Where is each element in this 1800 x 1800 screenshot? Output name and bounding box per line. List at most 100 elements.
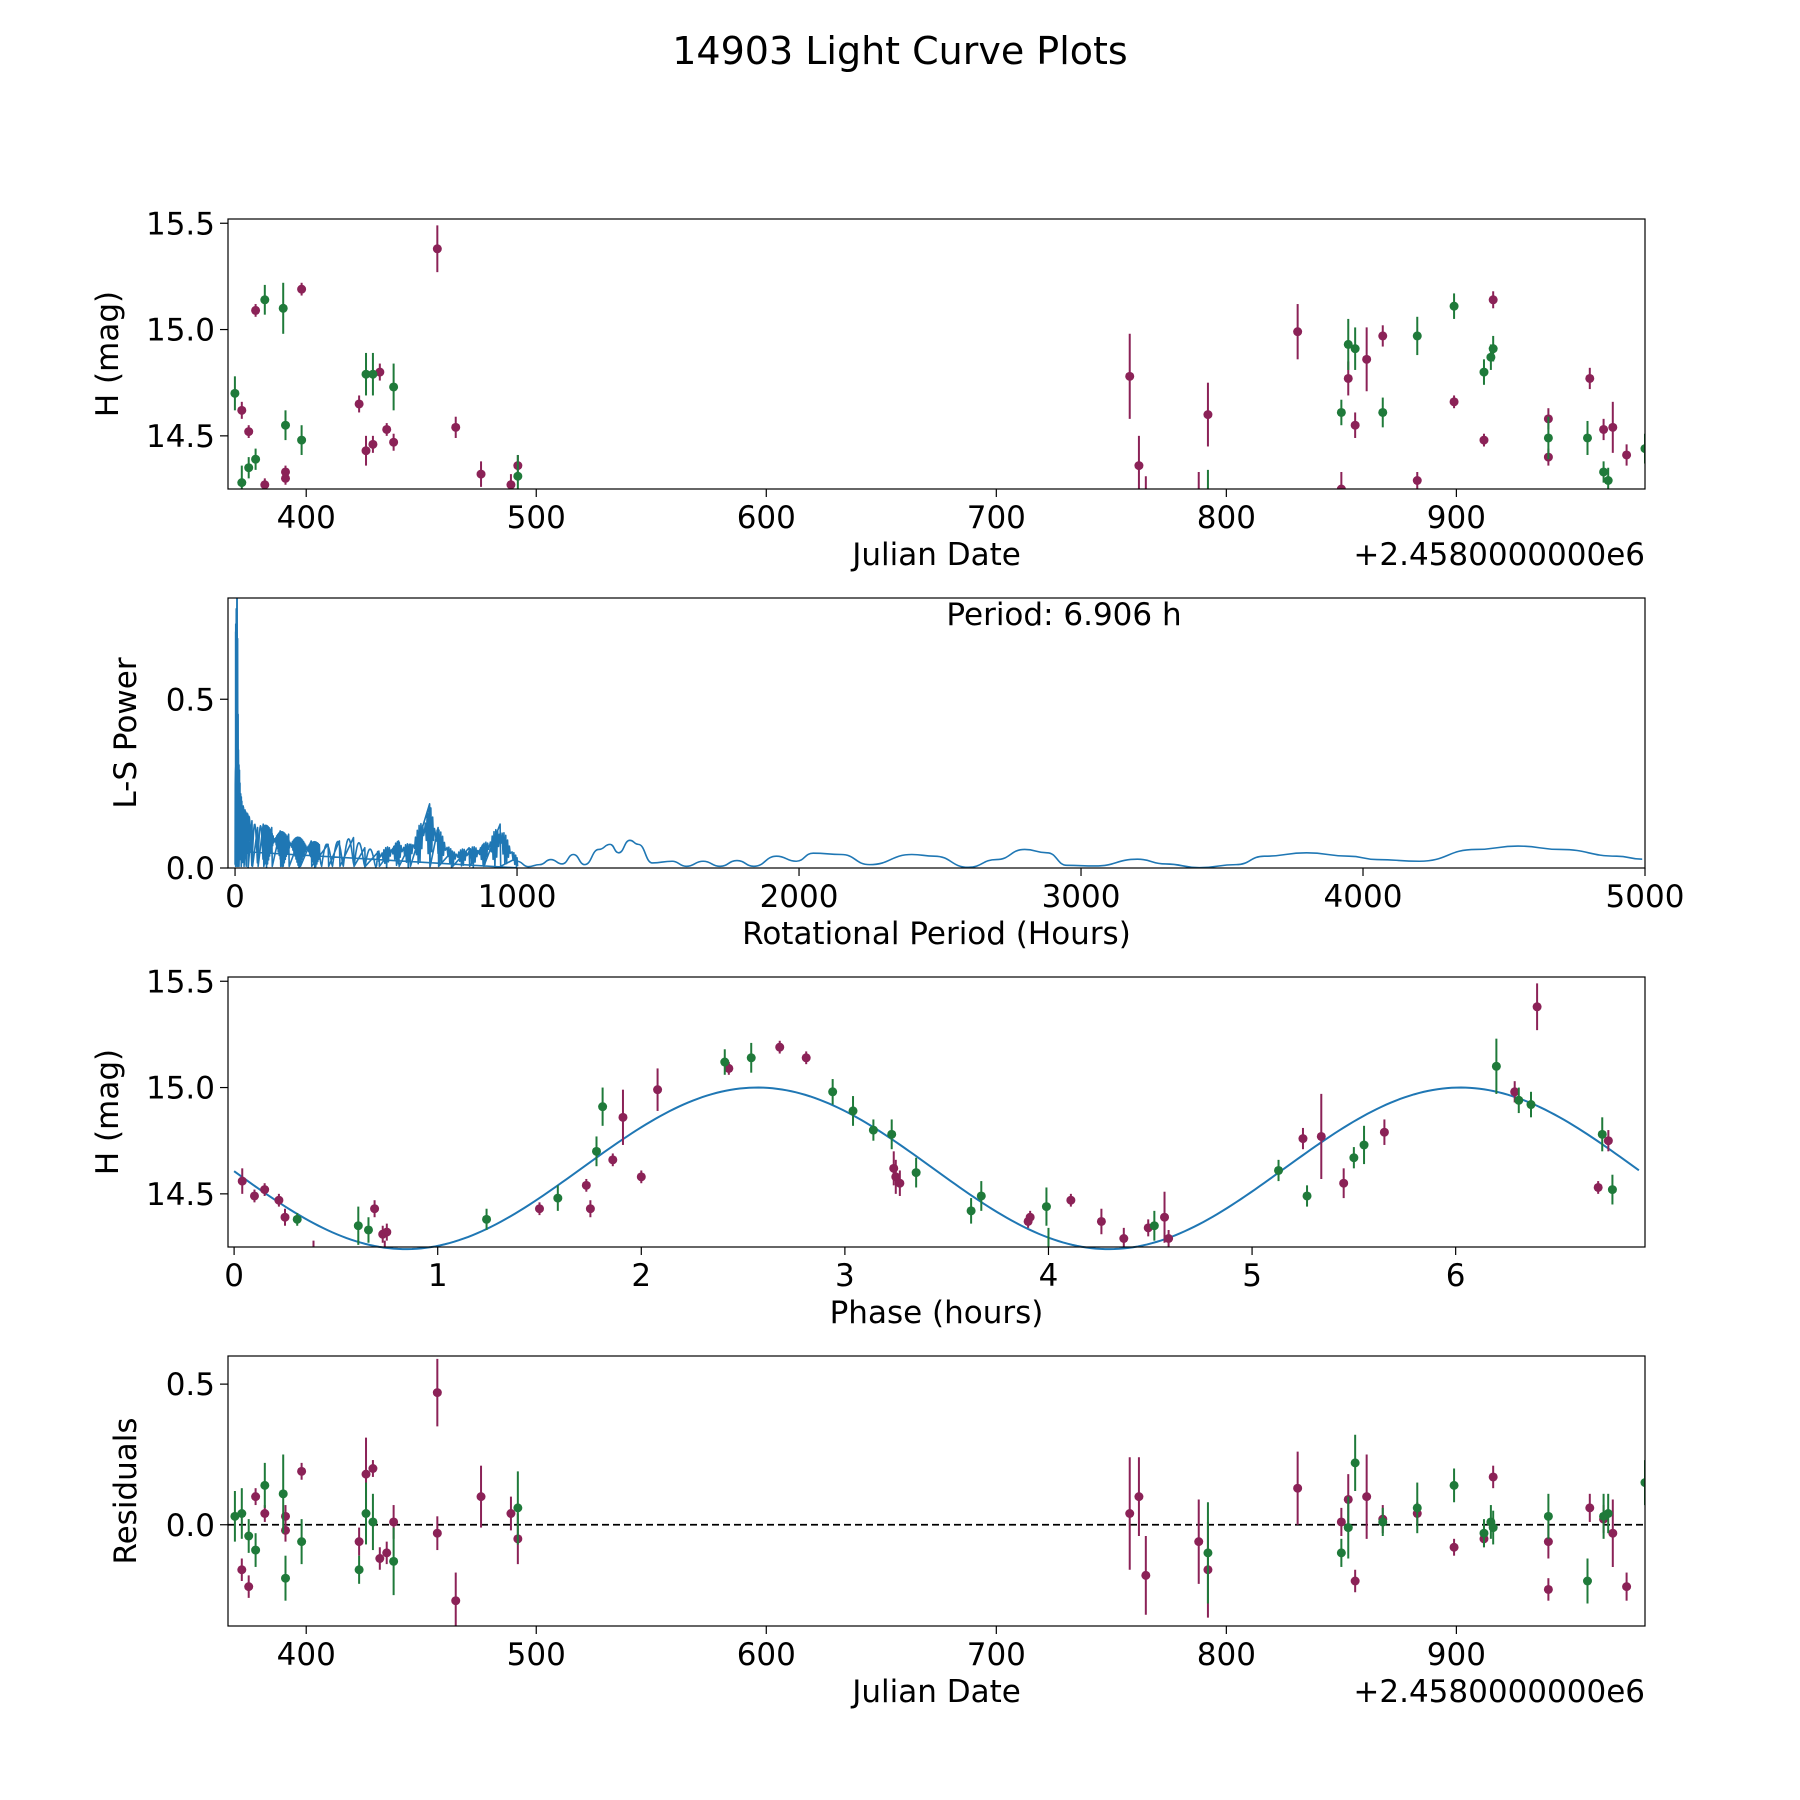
plot-frame — [227, 597, 1646, 869]
data-point — [389, 382, 399, 392]
data-point — [389, 437, 399, 447]
y-axis-label: L-S Power — [108, 657, 144, 808]
plot-frame — [227, 1355, 1646, 1627]
periodogram-panel: 0 1000 2000 3000 4000 5000 0.0 0.5 Rotational Pe… — [108, 597, 1684, 952]
data-point — [354, 399, 364, 409]
data-point — [363, 1225, 373, 1235]
data-point — [720, 1057, 730, 1067]
x-tick-label: 2000 — [760, 879, 839, 915]
data-point — [1336, 1517, 1346, 1527]
y-tick-label: 0.5 — [166, 1367, 215, 1403]
data-point — [1362, 354, 1372, 364]
x-tick-label: 500 — [507, 1637, 566, 1673]
data-point — [361, 369, 371, 379]
data-point — [251, 305, 261, 315]
data-point — [260, 295, 270, 305]
data-point — [292, 1214, 302, 1224]
x-axis-label: Phase (hours) — [830, 1295, 1044, 1331]
data-point — [1543, 1584, 1553, 1594]
data-point — [1141, 1570, 1151, 1580]
data-point — [1582, 433, 1592, 443]
data-point — [230, 1511, 240, 1521]
data-point — [451, 1596, 461, 1606]
data-point — [389, 1556, 399, 1566]
x-offset-label: +2.4580000000e6 — [1353, 537, 1645, 573]
data-point — [1603, 1509, 1613, 1518]
data-point — [368, 1464, 378, 1473]
y-tick-label: 0.0 — [166, 851, 215, 887]
data-point — [1622, 1582, 1632, 1592]
data-point — [354, 1537, 364, 1547]
x-tick-label: 600 — [737, 1637, 796, 1673]
data-layer — [234, 598, 1643, 868]
data-point — [911, 1168, 921, 1178]
x-tick-label: 6 — [1446, 1258, 1466, 1294]
data-point — [249, 1191, 259, 1201]
data-point — [1160, 1212, 1170, 1222]
figure-title: 14903 Light Curve Plots — [672, 29, 1127, 73]
data-point — [513, 1503, 523, 1513]
data-point — [1491, 1061, 1501, 1071]
data-point — [1640, 444, 1645, 454]
data-point — [1349, 1153, 1359, 1163]
data-point — [370, 1204, 380, 1214]
data-point — [278, 303, 288, 313]
data-point — [1041, 1202, 1051, 1212]
data-point — [724, 1063, 734, 1073]
data-point — [1125, 371, 1135, 381]
data-point — [361, 1469, 371, 1479]
data-point — [598, 1102, 608, 1112]
data-point — [828, 1087, 838, 1097]
data-point — [1350, 1576, 1360, 1586]
data-point — [297, 284, 307, 294]
data-point — [1293, 1483, 1303, 1493]
data-point — [476, 1492, 486, 1502]
data-point — [1125, 1509, 1135, 1518]
x-axis-label: Rotational Period (Hours) — [742, 916, 1131, 952]
data-point — [237, 405, 247, 415]
data-point — [297, 435, 307, 445]
data-point — [237, 1509, 247, 1518]
data-point — [260, 1185, 270, 1195]
x-tick-label: 5 — [1242, 1258, 1262, 1294]
data-point — [375, 1554, 385, 1563]
data-point — [1608, 1528, 1618, 1538]
data-point — [1203, 1548, 1213, 1558]
data-point — [297, 1466, 307, 1476]
data-point — [280, 1212, 290, 1222]
data-point — [1479, 367, 1489, 377]
y-tick-label: 15.5 — [146, 206, 215, 242]
y-tick-label: 14.5 — [146, 419, 215, 455]
data-point — [1350, 1458, 1360, 1468]
data-point — [1449, 301, 1459, 311]
data-point — [230, 388, 240, 398]
y-tick-label: 0.5 — [166, 682, 215, 718]
data-point — [1532, 1002, 1542, 1012]
data-point — [1582, 1576, 1592, 1586]
data-point — [244, 463, 254, 473]
data-point — [1479, 1528, 1489, 1538]
x-tick-label: 900 — [1427, 1637, 1486, 1673]
data-point — [274, 1195, 284, 1205]
data-point — [251, 454, 261, 464]
data-point — [1622, 450, 1632, 460]
data-point — [361, 446, 371, 456]
data-point — [976, 1191, 986, 1201]
x-tick-label: 4000 — [1324, 879, 1403, 915]
data-point — [1585, 1503, 1595, 1513]
data-point — [251, 1492, 261, 1502]
data-point — [297, 1537, 307, 1547]
data-layer — [237, 983, 1617, 1247]
data-point — [1316, 1131, 1326, 1141]
data-point — [1543, 1511, 1553, 1521]
data-point — [618, 1112, 628, 1122]
data-point — [1543, 1537, 1553, 1547]
data-point — [1603, 475, 1613, 485]
data-point — [1302, 1191, 1312, 1201]
period-annotation: Period: 6.906 h — [946, 597, 1181, 633]
data-point — [553, 1193, 563, 1203]
x-tick-label: 900 — [1427, 500, 1486, 536]
data-point — [1599, 467, 1609, 477]
